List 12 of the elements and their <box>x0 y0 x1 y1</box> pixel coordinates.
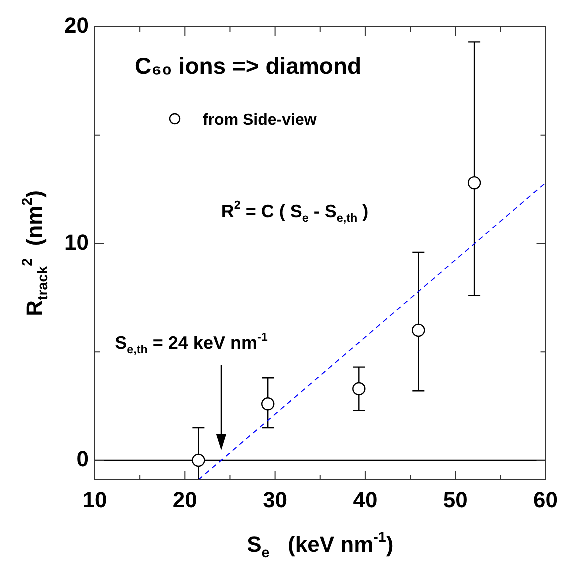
x-tick-label: 50 <box>443 487 468 512</box>
x-tick-label: 30 <box>263 487 288 512</box>
y-tick-label: 0 <box>76 446 89 472</box>
x-tick-label: 20 <box>172 487 198 512</box>
text: C₆₀ ions => diamond <box>135 53 362 79</box>
y-axis-title: Rtrack2 (nm2) <box>20 190 52 316</box>
y-tick-label: 10 <box>64 230 89 255</box>
y-tick-label: 20 <box>64 13 89 38</box>
legend-label: from Side-view <box>203 112 318 129</box>
x-tick-label: 10 <box>82 487 108 512</box>
x-tick-label: 60 <box>534 487 558 512</box>
x-tick-label: 40 <box>353 487 378 512</box>
